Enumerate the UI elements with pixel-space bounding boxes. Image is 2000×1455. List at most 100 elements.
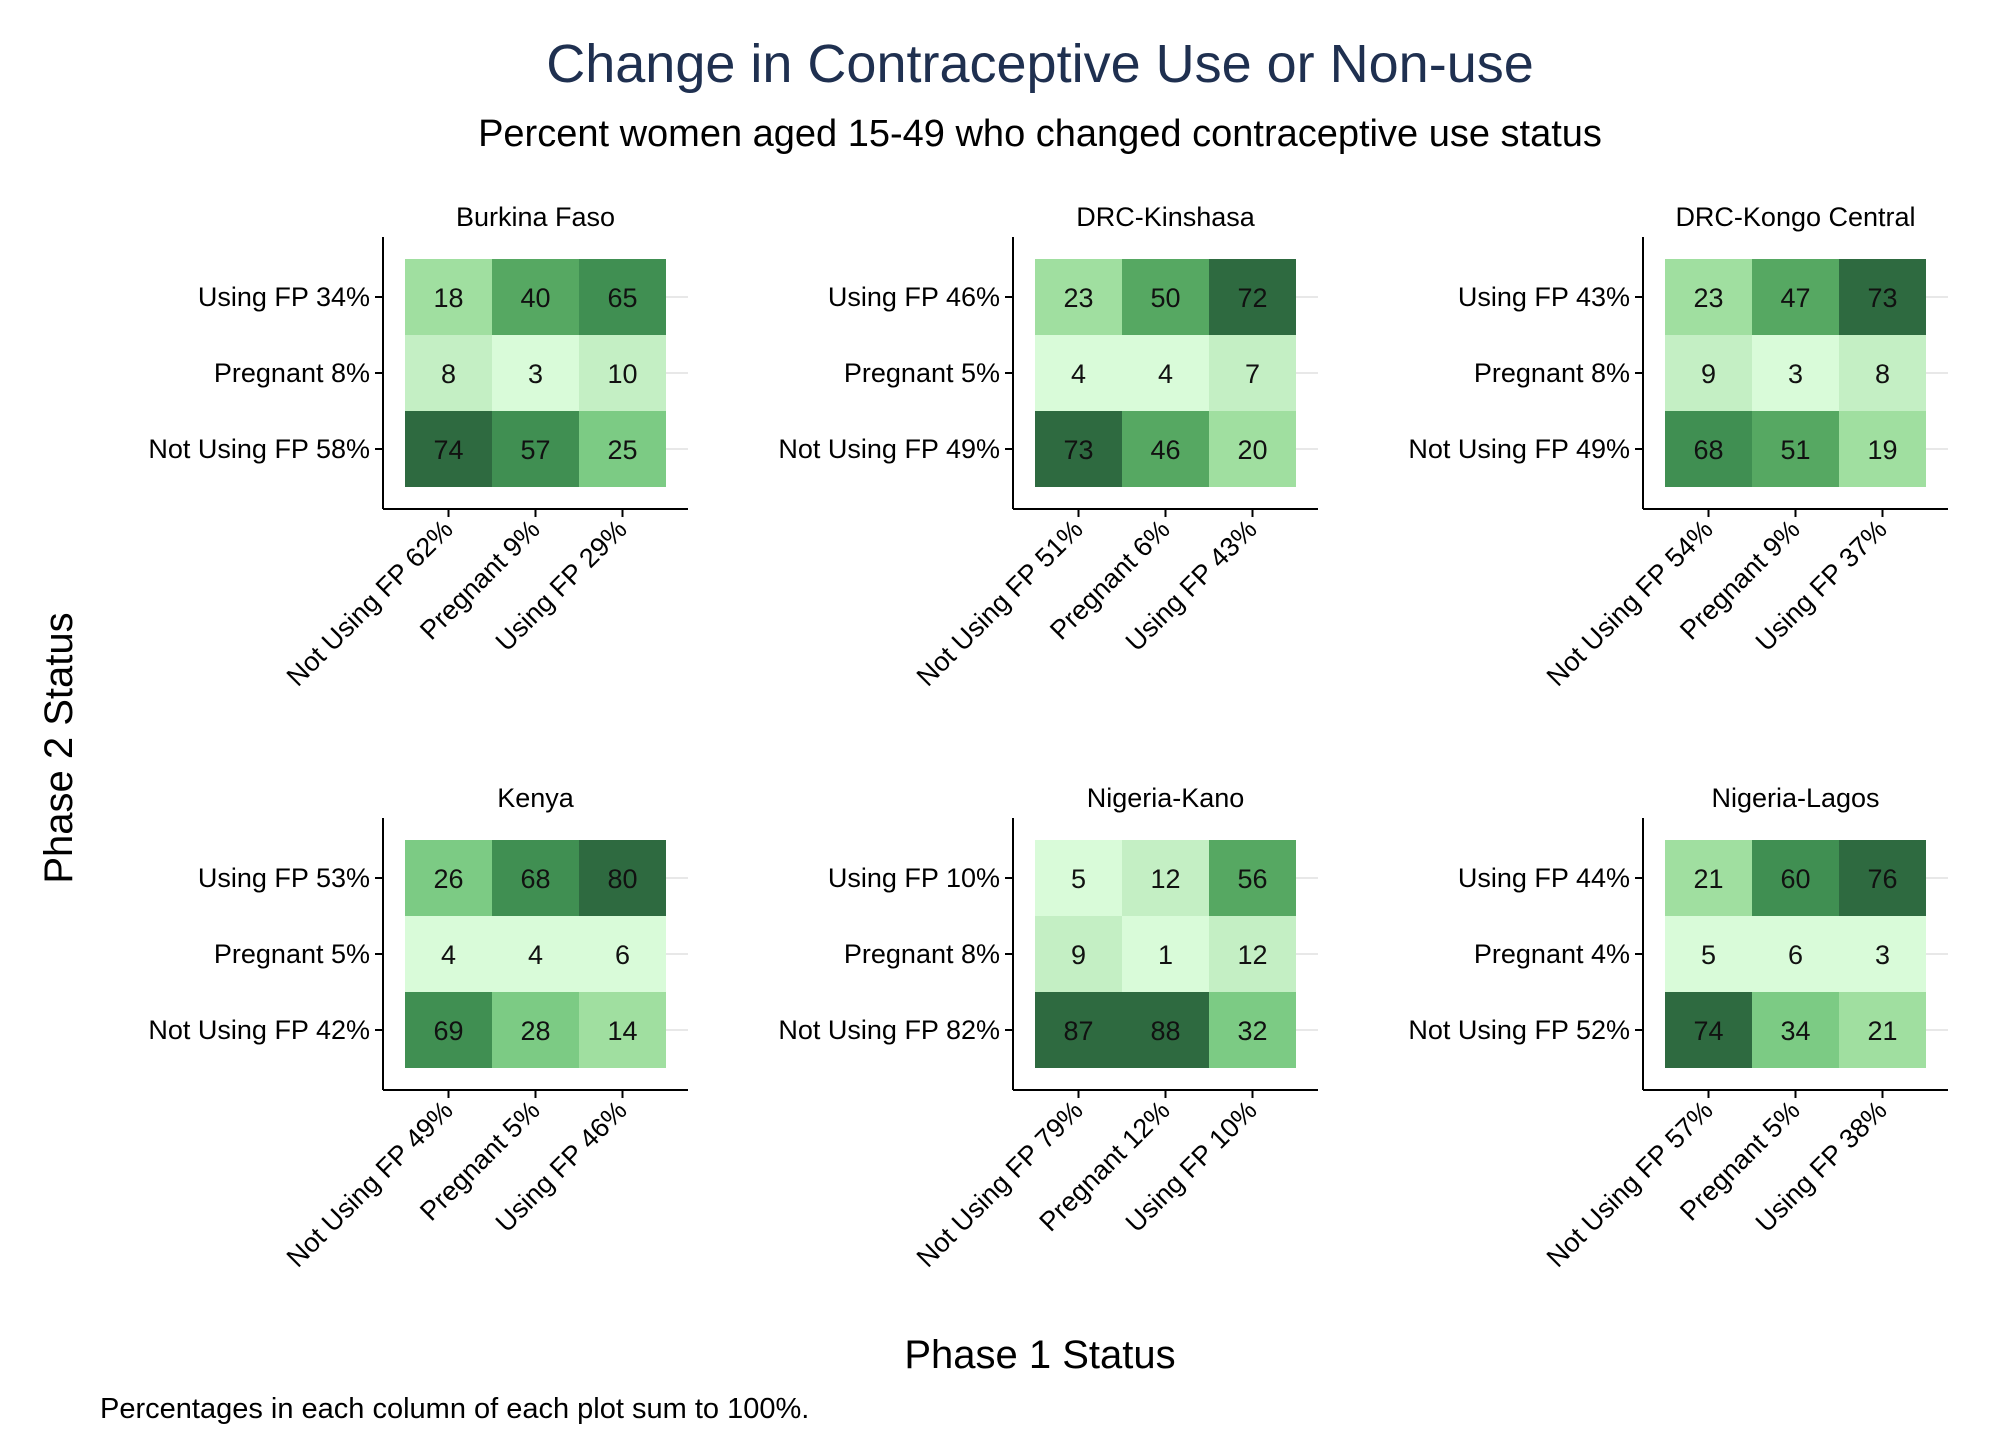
cell-value-label: 3 (1875, 940, 1890, 970)
heatmap-cell (1209, 916, 1296, 992)
cell-value-label: 74 (1693, 1016, 1723, 1046)
cell-value-label: 46 (1150, 435, 1180, 465)
heatmap-cell (1752, 259, 1839, 335)
heatmap-cell (1665, 840, 1752, 916)
heatmap-cell (492, 335, 579, 411)
cell-value-label: 34 (1780, 1016, 1810, 1046)
panel-title: DRC-Kongo Central (1675, 202, 1915, 232)
heatmap-cell (492, 411, 579, 487)
cell-value-label: 4 (1071, 359, 1086, 389)
heatmap-cell (1665, 916, 1752, 992)
y-tick-label: Not Using FP 82% (778, 1015, 1000, 1045)
panel-title: Kenya (497, 783, 575, 813)
y-tick-label: Using FP 46% (828, 282, 1000, 312)
cell-value-label: 72 (1237, 283, 1267, 313)
cell-value-label: 51 (1780, 435, 1810, 465)
cell-value-label: 26 (433, 864, 463, 894)
y-axis-title: Phase 2 Status (37, 612, 81, 883)
heatmap-cell (405, 259, 492, 335)
cell-value-label: 21 (1867, 1016, 1897, 1046)
cell-value-label: 14 (607, 1016, 637, 1046)
cell-value-label: 88 (1150, 1016, 1180, 1046)
cell-value-label: 32 (1237, 1016, 1267, 1046)
cell-value-label: 12 (1150, 864, 1180, 894)
heatmap-cell (1035, 411, 1122, 487)
heatmap-cell (1665, 259, 1752, 335)
footnote: Percentages in each column of each plot … (100, 1393, 809, 1425)
cell-value-label: 4 (441, 940, 456, 970)
heatmap-cell (405, 992, 492, 1068)
y-tick-label: Pregnant 5% (214, 939, 370, 969)
panel-title: Nigeria-Lagos (1711, 783, 1879, 813)
heatmap-cell (1839, 840, 1926, 916)
y-tick-label: Not Using FP 49% (778, 434, 1000, 464)
cell-value-label: 10 (607, 359, 637, 389)
heatmap-cell (1839, 992, 1926, 1068)
panel-title: Nigeria-Kano (1087, 783, 1245, 813)
cell-value-label: 23 (1693, 283, 1723, 313)
cell-value-label: 69 (433, 1016, 463, 1046)
cell-value-label: 87 (1063, 1016, 1093, 1046)
cell-value-label: 19 (1867, 435, 1897, 465)
heatmap-cell (1752, 411, 1839, 487)
cell-value-label: 68 (520, 864, 550, 894)
cell-value-label: 50 (1150, 283, 1180, 313)
heatmap-cell (1839, 335, 1926, 411)
heatmap-cell (1839, 916, 1926, 992)
cell-value-label: 60 (1780, 864, 1810, 894)
heatmap-cell (1209, 411, 1296, 487)
cell-value-label: 74 (433, 435, 463, 465)
heatmap-cell (492, 840, 579, 916)
panel-title: Burkina Faso (456, 202, 615, 232)
cell-value-label: 1 (1158, 940, 1173, 970)
heatmap-cell (1209, 992, 1296, 1068)
x-axis-title: Phase 1 Status (904, 1333, 1175, 1377)
cell-value-label: 80 (607, 864, 637, 894)
cell-value-label: 3 (1788, 359, 1803, 389)
panel-title: DRC-Kinshasa (1076, 202, 1256, 232)
heatmap-cell (1665, 335, 1752, 411)
cell-value-label: 8 (1875, 359, 1890, 389)
y-tick-label: Using FP 10% (828, 863, 1000, 893)
heatmap-cell (1665, 411, 1752, 487)
cell-value-label: 57 (520, 435, 550, 465)
heatmap-cell (579, 992, 666, 1068)
heatmap-cell (1752, 992, 1839, 1068)
y-tick-label: Pregnant 8% (844, 939, 1000, 969)
cell-value-label: 4 (528, 940, 543, 970)
heatmap-cell (1209, 840, 1296, 916)
cell-value-label: 7 (1245, 359, 1260, 389)
cell-value-label: 4 (1158, 359, 1173, 389)
cell-value-label: 56 (1237, 864, 1267, 894)
y-tick-label: Not Using FP 42% (148, 1015, 370, 1045)
y-tick-label: Using FP 43% (1458, 282, 1630, 312)
cell-value-label: 6 (1788, 940, 1803, 970)
heatmap-cell (492, 992, 579, 1068)
heatmap-cell (1752, 916, 1839, 992)
heatmap-cell (1209, 259, 1296, 335)
cell-value-label: 5 (1701, 940, 1716, 970)
y-tick-label: Not Using FP 49% (1408, 434, 1630, 464)
cell-value-label: 23 (1063, 283, 1093, 313)
heatmap-cell (1122, 840, 1209, 916)
cell-value-label: 40 (520, 283, 550, 313)
heatmap-cell (579, 259, 666, 335)
heatmap-cell (1665, 992, 1752, 1068)
y-tick-label: Pregnant 5% (844, 358, 1000, 388)
cell-value-label: 9 (1071, 940, 1086, 970)
heatmap-cell (1035, 335, 1122, 411)
heatmap-cell (1839, 259, 1926, 335)
cell-value-label: 8 (441, 359, 456, 389)
cell-value-label: 73 (1063, 435, 1093, 465)
heatmap-cell (579, 411, 666, 487)
heatmap-cell (405, 411, 492, 487)
y-tick-label: Using FP 44% (1458, 863, 1630, 893)
y-tick-label: Not Using FP 52% (1408, 1015, 1630, 1045)
cell-value-label: 6 (615, 940, 630, 970)
chart-title: Change in Contraceptive Use or Non-use (546, 34, 1534, 94)
heatmap-cell (1839, 411, 1926, 487)
cell-value-label: 18 (433, 283, 463, 313)
heatmap-cell (1035, 259, 1122, 335)
chart-subtitle: Percent women aged 15-49 who changed con… (478, 113, 1602, 155)
